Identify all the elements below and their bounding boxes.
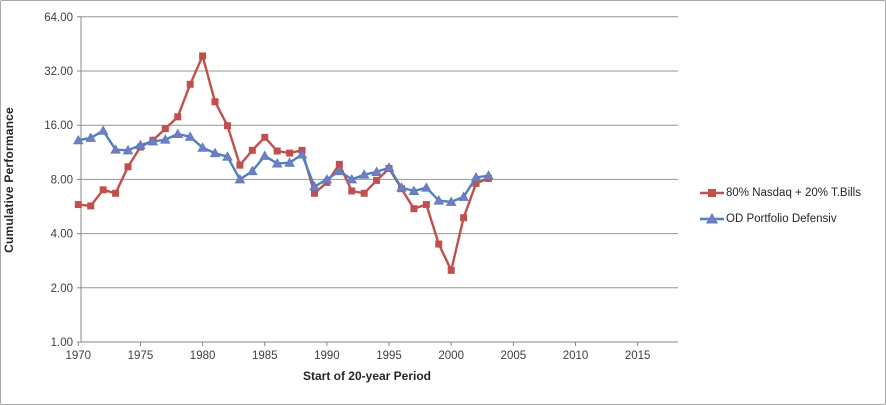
data-point [172,128,184,138]
data-point [271,158,283,168]
series-line-1 [78,129,489,204]
x-tick-label: 1975 [128,350,154,362]
x-tick-label: 1985 [252,350,278,362]
x-tick-label: 1995 [376,350,402,362]
data-point [247,165,258,176]
data-point [248,146,256,154]
data-point [273,147,281,155]
data-point [261,133,269,141]
data-point [433,195,445,205]
legend-marker-triangle-icon [700,213,724,224]
x-tick-label: 2010 [563,350,589,362]
data-point [135,139,146,150]
y-tick-label: 1.00 [51,337,73,349]
data-point [383,162,395,172]
y-tick-label: 64.00 [44,12,73,24]
data-point [309,181,320,191]
data-point [286,149,294,157]
data-point [259,150,271,160]
data-point [334,165,345,176]
data-point [97,125,109,135]
data-point [460,214,468,222]
x-axis-title: Start of 20-year Period [302,369,432,383]
legend-item-nasdaq: 80% Nasdaq + 20% T.Bills [700,180,861,206]
data-point [435,240,443,248]
legend: 80% Nasdaq + 20% T.Bills OD Portfolio De… [700,180,861,232]
y-tick-label: 16.00 [44,120,73,132]
data-point [222,151,233,161]
data-point [87,202,95,210]
data-point [470,172,482,182]
data-point [209,147,221,158]
y-axis-title: Cumulative Performance [2,107,16,253]
data-point [472,179,480,187]
data-point [85,132,97,142]
data-point [458,191,469,201]
data-point [74,201,82,209]
data-point [112,189,120,197]
data-point [371,166,382,176]
y-tick-label: 8.00 [51,174,73,186]
data-point [234,173,246,184]
data-point [99,186,107,194]
data-point [346,173,358,184]
data-point [147,136,159,146]
data-point [335,160,343,168]
data-point [124,163,132,171]
data-point [174,113,182,121]
x-tick-label: 2005 [501,350,527,362]
data-point [186,80,194,88]
x-tick-label: 1970 [66,350,92,362]
legend-label-nasdaq: 80% Nasdaq + 20% T.Bills [726,187,861,199]
data-point [410,205,418,213]
data-point [161,125,169,133]
data-point [296,149,308,159]
data-point [199,52,207,60]
legend-item-defensiv: OD Portfolio Defensiv [700,206,861,232]
data-point [110,144,121,154]
data-point [73,134,84,145]
legend-marker-square-icon [700,189,724,197]
data-point [447,266,455,274]
data-point [223,122,231,130]
data-point [348,187,356,195]
data-point [310,189,318,197]
data-point [321,173,333,184]
data-point [422,201,430,209]
data-point [122,144,134,155]
y-tick-label: 4.00 [51,229,73,241]
data-point [358,169,370,179]
x-tick-label: 1980 [190,350,216,362]
data-point [197,142,208,152]
legend-label-defensiv: OD Portfolio Defensiv [726,213,837,225]
data-point [373,176,381,184]
data-point [184,131,196,141]
data-point [483,170,494,180]
data-point [408,185,420,195]
data-point [396,182,407,192]
data-point [445,196,457,206]
data-point [160,134,171,144]
data-point [360,189,368,197]
data-point [211,98,219,106]
data-point [421,182,432,192]
x-tick-label: 2015 [625,350,651,362]
x-tick-label: 2000 [438,350,464,362]
y-tick-label: 32.00 [44,66,73,78]
data-point [284,157,295,167]
data-point [236,161,244,169]
x-tick-label: 1990 [314,350,340,362]
y-tick-label: 2.00 [51,283,73,295]
